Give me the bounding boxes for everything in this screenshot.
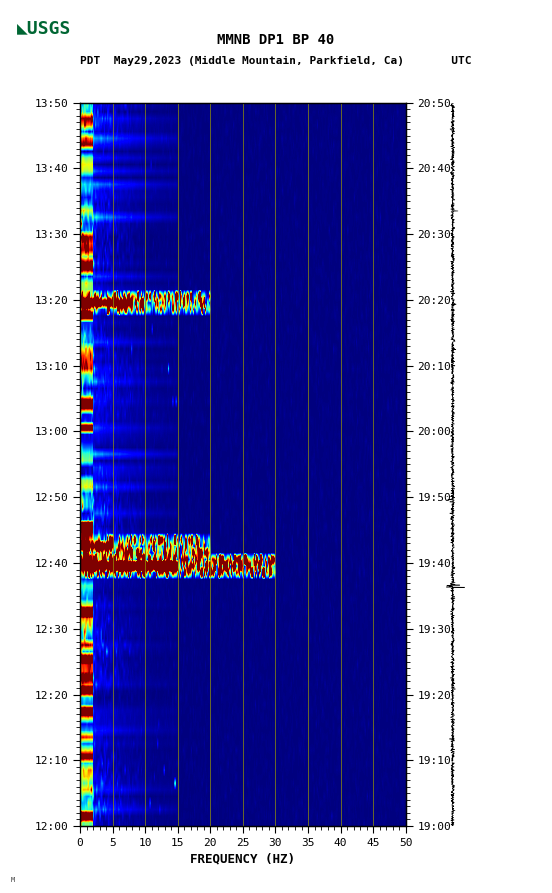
Text: ◣USGS: ◣USGS xyxy=(17,20,71,38)
Text: M: M xyxy=(11,877,15,883)
X-axis label: FREQUENCY (HZ): FREQUENCY (HZ) xyxy=(190,852,295,865)
Text: MMNB DP1 BP 40: MMNB DP1 BP 40 xyxy=(217,33,335,47)
Text: PDT  May29,2023 (Middle Mountain, Parkfield, Ca)       UTC: PDT May29,2023 (Middle Mountain, Parkfie… xyxy=(80,55,472,66)
